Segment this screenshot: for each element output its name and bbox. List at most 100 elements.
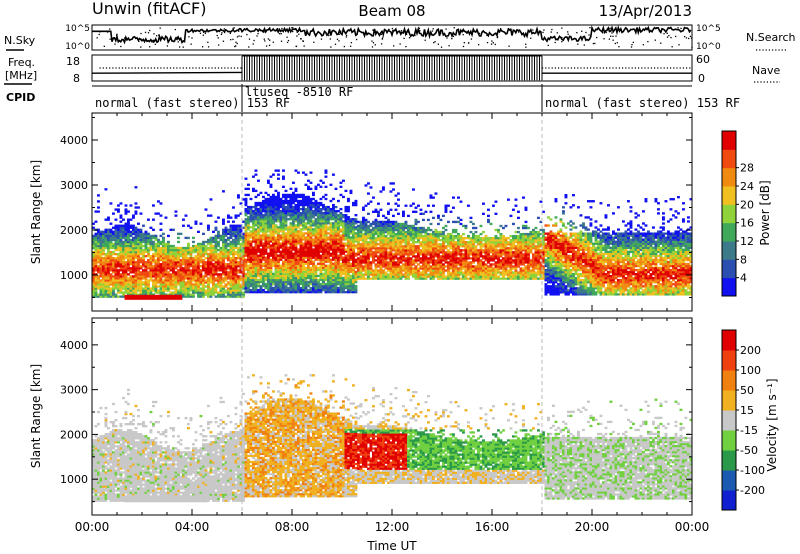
nsky-search-dot [328, 34, 330, 37]
power-cell [389, 224, 393, 228]
power-cell [222, 222, 225, 225]
power-cell [327, 238, 330, 241]
power-cell [319, 278, 323, 282]
power-cell [262, 232, 265, 235]
power-cell [222, 265, 225, 268]
power-cell [179, 232, 183, 236]
power-cell [384, 277, 388, 280]
power-cell [159, 257, 163, 260]
power-cell [422, 247, 425, 250]
power-cell [222, 257, 225, 260]
power-cell [137, 222, 140, 225]
power-cell [244, 226, 248, 229]
power-cell [314, 238, 318, 241]
power-cell [349, 228, 353, 231]
power-cell [192, 283, 195, 286]
power-cell [182, 277, 185, 280]
power-cell [247, 232, 250, 235]
power-cell [339, 185, 343, 188]
power-cell [374, 245, 378, 248]
power-cell [112, 236, 115, 240]
power-cell [122, 277, 125, 280]
power-cell [357, 253, 360, 256]
power-cell [414, 277, 418, 280]
power-cell [314, 286, 318, 290]
power-cell [289, 278, 293, 282]
power-cell [152, 234, 155, 238]
power-cell [379, 190, 383, 193]
power-cell [279, 280, 283, 284]
nsky-search-dot [338, 33, 340, 35]
power-cell [372, 228, 375, 232]
power-cell [169, 259, 173, 262]
nsky-search-dot [478, 32, 481, 35]
power-cell [399, 234, 403, 238]
power-cell [382, 232, 385, 236]
power-cell [264, 232, 268, 235]
power-cell [164, 289, 168, 292]
power-cell [282, 199, 285, 203]
power-cell [147, 240, 150, 244]
power-cell [264, 197, 268, 201]
power-cell [209, 261, 213, 264]
power-cell [259, 218, 263, 221]
power-cell [169, 285, 173, 288]
nsky-search-dot [238, 35, 240, 37]
power-cell [354, 284, 358, 288]
power-cell [364, 228, 368, 232]
power-cell [317, 203, 320, 207]
power-cell [207, 254, 210, 258]
power-cell [382, 255, 385, 258]
power-cell [199, 257, 203, 260]
power-cell [92, 279, 95, 282]
power-cell [369, 234, 373, 238]
power-cell [182, 275, 185, 278]
nsky-search-dot [690, 37, 693, 39]
power-cell [294, 224, 298, 227]
power-cell [307, 236, 310, 239]
power-cell [122, 248, 125, 252]
power-cell [327, 218, 330, 221]
power-cell [379, 208, 383, 211]
power-cell [374, 210, 378, 213]
power-cell [327, 209, 330, 213]
power-cell [274, 290, 278, 294]
power-cell [387, 257, 390, 260]
power-cell [157, 267, 160, 270]
nsky-search-dot [343, 45, 346, 48]
power-cell [167, 294, 170, 300]
power-cell [309, 290, 313, 294]
power-cell [379, 228, 383, 232]
power-cell [402, 214, 405, 218]
power-cell [154, 259, 158, 262]
power-cell [239, 242, 243, 246]
power-cell [229, 236, 233, 240]
power-cell [117, 208, 120, 211]
power-cell [127, 285, 130, 288]
power-cell [277, 242, 280, 245]
power-cell [352, 224, 355, 227]
power-cell [107, 230, 110, 233]
power-cell [202, 259, 205, 262]
power-cell [169, 248, 173, 252]
power-cell [277, 195, 280, 199]
power-cell [192, 261, 195, 264]
power-cell [124, 234, 128, 238]
power-cell [124, 269, 128, 272]
power-cell [274, 278, 278, 282]
power-cell [339, 234, 343, 237]
power-cell [92, 244, 95, 248]
nsky-search-dot [96, 37, 98, 39]
power-cell [107, 263, 110, 266]
power-cell [139, 259, 143, 262]
power-cell [309, 181, 313, 184]
power-cell [257, 212, 260, 215]
power-cell [252, 262, 255, 265]
power-cell [362, 277, 365, 280]
power-cell [422, 212, 425, 215]
power-cell [404, 226, 408, 230]
power-cell [389, 277, 393, 280]
power-cell [294, 207, 298, 211]
power-cell [297, 240, 300, 243]
power-cell [174, 285, 178, 288]
